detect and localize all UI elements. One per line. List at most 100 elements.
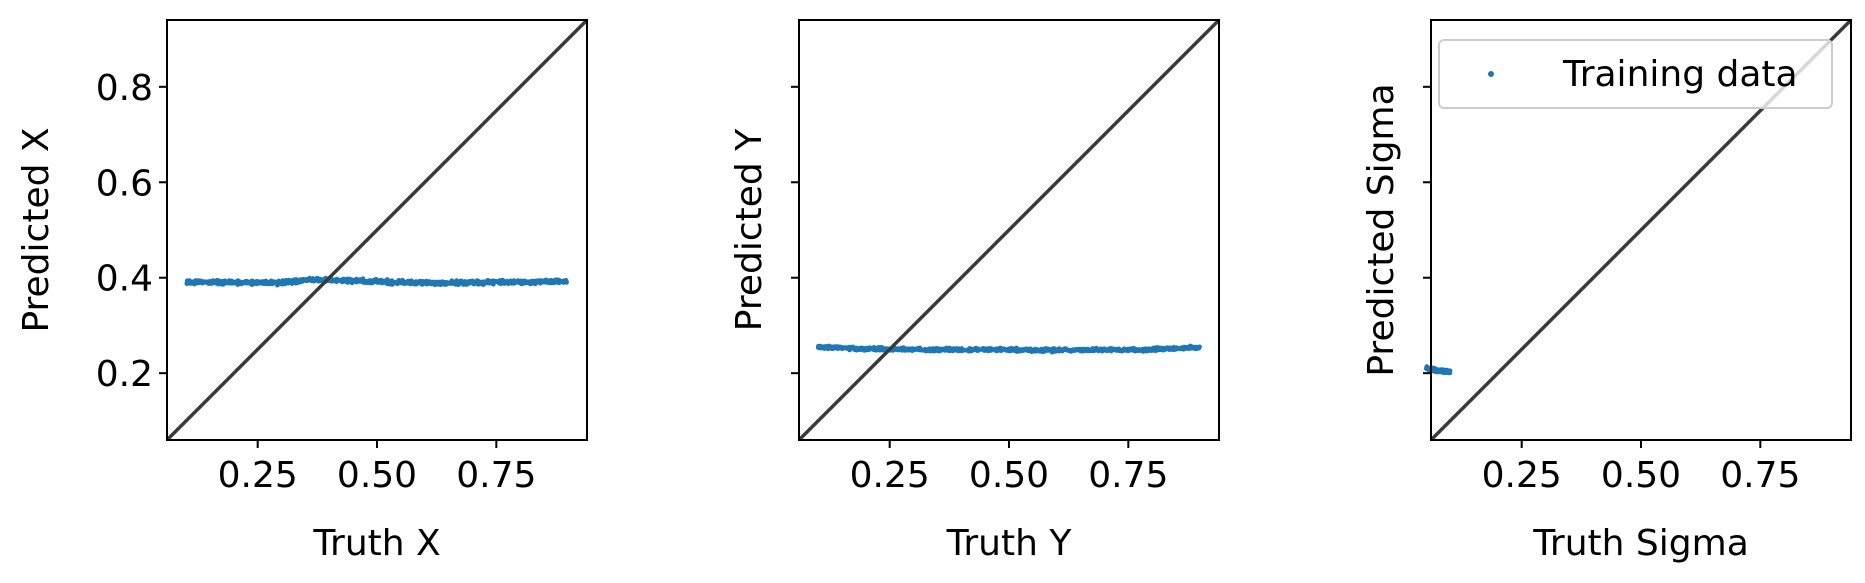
data-point	[515, 278, 521, 283]
data-point	[893, 346, 898, 352]
data-point	[503, 280, 509, 285]
panel-2-y-ticks	[791, 85, 799, 375]
data-point	[486, 279, 492, 285]
data-point	[228, 279, 233, 285]
data-point	[822, 346, 827, 351]
data-point	[414, 281, 419, 287]
data-point	[901, 347, 906, 353]
y-tick-label: 0.2	[96, 354, 153, 395]
data-point	[1067, 347, 1072, 353]
data-point	[464, 279, 470, 285]
data-point	[918, 347, 924, 352]
y-tick-label: 0.4	[96, 259, 153, 300]
panel-1-identity-line	[165, 18, 589, 442]
panel-1-y-ticks: 0.2 0.4 0.6 0.8	[96, 68, 167, 395]
data-point	[498, 280, 503, 286]
data-point	[861, 347, 866, 352]
data-point	[994, 346, 1000, 352]
data-point	[968, 348, 973, 354]
data-point	[1042, 347, 1048, 352]
data-point	[972, 347, 978, 353]
data-point	[526, 280, 531, 285]
data-point	[1039, 346, 1044, 352]
data-point	[216, 279, 222, 285]
data-point	[456, 282, 461, 287]
x-tick-label: 0.50	[1601, 455, 1681, 496]
data-point	[1055, 347, 1060, 352]
panel-3: 0.25 0.50 0.75 Truth Sigma Predicted Sigma…	[1361, 18, 1853, 564]
data-point	[1424, 365, 1430, 371]
x-tick-label: 0.25	[1482, 455, 1562, 496]
data-point	[383, 280, 388, 286]
panel-2-points	[815, 343, 1202, 355]
data-point	[1155, 347, 1161, 353]
x-tick-label: 0.75	[1720, 455, 1800, 496]
data-point	[954, 347, 960, 353]
data-point	[261, 281, 267, 287]
data-point	[1173, 347, 1178, 352]
data-point	[298, 277, 303, 282]
data-point	[1130, 346, 1136, 351]
data-point	[1090, 347, 1096, 353]
data-point	[313, 278, 318, 283]
data-point	[444, 281, 449, 287]
data-point	[1022, 347, 1028, 353]
data-point	[424, 280, 430, 285]
data-point	[354, 279, 360, 285]
panel-1: 0.25 0.50 0.75 0.2 0.4 0.6 0.8 Truth X Predic…	[16, 18, 589, 564]
data-point	[475, 281, 481, 286]
data-point	[1116, 346, 1121, 352]
data-point	[243, 279, 248, 284]
data-point	[847, 344, 852, 350]
data-point	[554, 278, 559, 283]
data-point	[1181, 345, 1186, 350]
legend: Training data	[1438, 39, 1833, 109]
data-point	[439, 280, 445, 286]
data-point	[435, 280, 441, 286]
data-point	[350, 278, 356, 283]
data-point	[1077, 346, 1082, 352]
data-point	[205, 280, 211, 286]
panel-2-y-axis-label: Predicted Y	[729, 128, 770, 331]
data-point	[564, 280, 569, 285]
data-point	[998, 348, 1004, 354]
data-point	[272, 279, 278, 285]
data-point	[1105, 347, 1111, 352]
x-tick-label: 0.50	[337, 455, 417, 496]
data-point	[305, 278, 310, 283]
data-point	[291, 280, 296, 285]
data-point	[1007, 347, 1012, 353]
data-point	[370, 278, 375, 284]
data-point	[471, 279, 477, 285]
data-point	[985, 347, 990, 353]
data-point	[867, 346, 872, 352]
x-tick-label: 0.50	[969, 455, 1049, 496]
data-point	[1140, 347, 1146, 353]
legend-box	[1438, 39, 1833, 109]
data-point	[269, 278, 274, 284]
data-point	[855, 347, 860, 352]
data-point	[309, 278, 314, 284]
data-point	[843, 345, 849, 351]
panel-1-points	[184, 275, 569, 288]
legend-label: Training data	[1562, 54, 1798, 95]
data-point	[508, 280, 513, 285]
data-point	[276, 280, 281, 285]
data-point	[910, 347, 915, 353]
y-tick-label: 0.8	[96, 68, 153, 109]
panel-2-x-axis-label: Truth Y	[946, 523, 1073, 564]
data-point	[1121, 347, 1127, 352]
data-point	[879, 346, 885, 352]
data-point	[317, 276, 323, 282]
data-point	[197, 280, 202, 286]
data-point	[926, 347, 931, 353]
data-point	[529, 279, 535, 285]
x-tick-label: 0.25	[218, 455, 298, 496]
data-point	[988, 348, 994, 353]
panel-2: 0.25 0.50 0.75 Truth Y Predicted Y	[729, 18, 1221, 564]
data-point	[839, 345, 844, 350]
data-point	[493, 279, 499, 284]
data-point	[376, 278, 381, 284]
data-point	[1162, 346, 1168, 352]
data-point	[817, 344, 822, 350]
